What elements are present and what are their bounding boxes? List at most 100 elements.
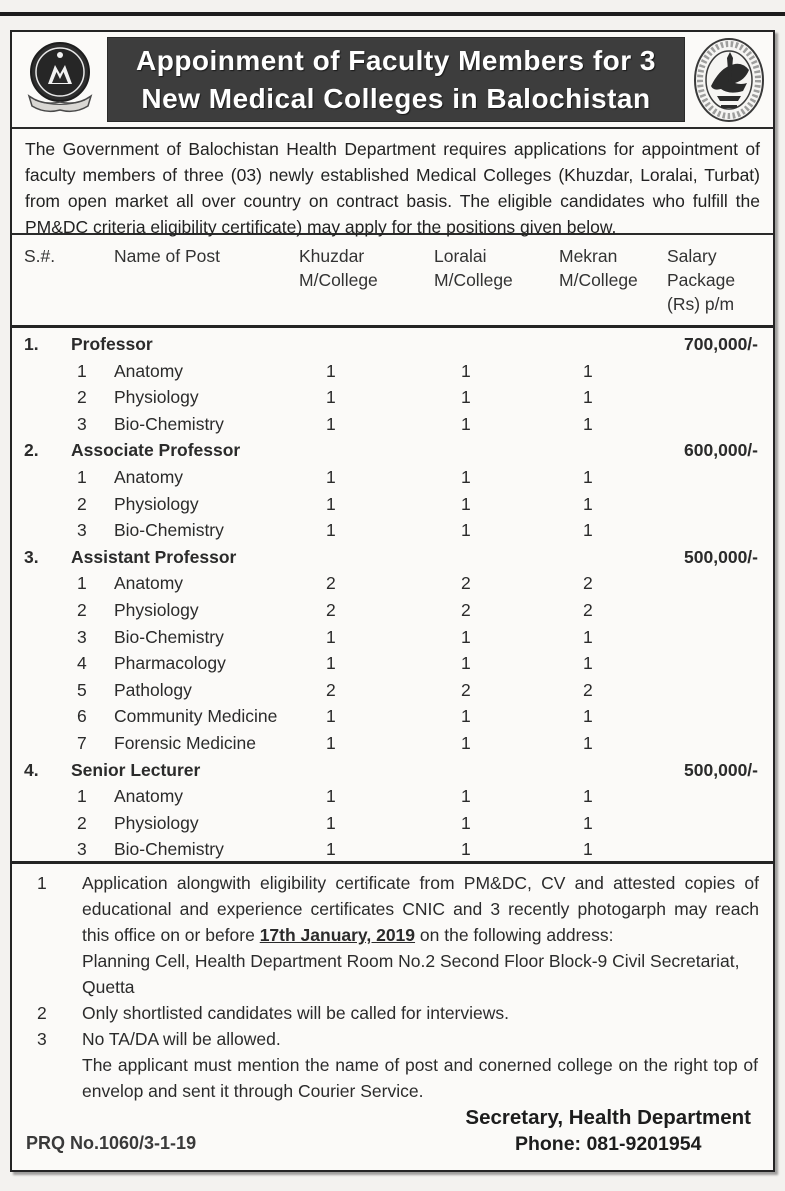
khuzdar-count: 1 <box>326 812 336 833</box>
notes-section: 1 Application alongwith eligibility cert… <box>12 864 773 1102</box>
row-post-name: Bio-Chemistry <box>114 520 224 541</box>
note-1: 1 Application alongwith eligibility cert… <box>25 870 759 948</box>
mekran-count: 1 <box>583 360 593 381</box>
row-number: 1 <box>77 573 87 594</box>
mekran-count: 2 <box>583 679 593 700</box>
medical-college-seal-icon <box>694 37 764 122</box>
ad-title-line1: Appoinment of Faculty Members for 3 <box>136 44 656 76</box>
khuzdar-count: 2 <box>326 573 336 594</box>
row-number: 3 <box>77 626 87 647</box>
loralai-count: 1 <box>461 520 471 541</box>
khuzdar-count: 1 <box>326 839 336 860</box>
table-row: 1 Anatomy 1 1 1 <box>12 358 773 385</box>
row-post-name: Anatomy <box>114 573 184 594</box>
ad-title-banner: Appoinment of Faculty Members for 3 New … <box>107 37 685 122</box>
table-row: 1 Anatomy 1 1 1 <box>12 783 773 810</box>
row-number: 2 <box>77 387 87 408</box>
row-post-name: Anatomy <box>114 360 184 381</box>
loralai-count: 1 <box>461 493 471 514</box>
table-row: 5 Pathology 2 2 2 <box>12 677 773 704</box>
section-title: Senior Lecturer <box>71 759 201 780</box>
intro-paragraph: The Government of Balochistan Health Dep… <box>12 129 773 237</box>
prq-reference-number: PRQ No.1060/3-1-19 <box>26 1133 197 1153</box>
note1-text-pre: Application alongwith eligibility certif… <box>82 873 759 945</box>
row-post-name: Anatomy <box>114 786 184 807</box>
table-row: 3 Bio-Chemistry 1 1 1 <box>12 624 773 651</box>
khuzdar-count: 2 <box>326 599 336 620</box>
section-salary: 600,000/- <box>684 440 758 461</box>
col-header-loralai: Loralai M/College <box>434 246 513 290</box>
table-row: 7 Forensic Medicine 1 1 1 <box>12 730 773 757</box>
section-salary: 500,000/- <box>684 546 758 567</box>
contact-phone: Phone: 081-9201954 <box>514 1133 702 1155</box>
khuzdar-count: 1 <box>326 626 336 647</box>
note-3: 3 No TA/DA will be allowed. <box>25 1026 759 1052</box>
loralai-count: 1 <box>461 812 471 833</box>
section-row-assistant-professor: 3. Assistant Professor 500,000/- <box>12 544 773 571</box>
note-number: 3 <box>37 1029 47 1049</box>
note1-text-post: on the following address: <box>415 925 614 945</box>
row-post-name: Forensic Medicine <box>114 732 256 753</box>
section-number: 1. <box>24 334 39 354</box>
table-row: 2 Physiology 1 1 1 <box>12 491 773 518</box>
row-post-name: Physiology <box>114 812 199 833</box>
mekran-count: 1 <box>583 413 593 434</box>
table-row: 2 Physiology 1 1 1 <box>12 810 773 837</box>
section-number: 3. <box>24 546 39 567</box>
khuzdar-count: 1 <box>326 413 336 434</box>
deadline-date: 17th January, 2019 <box>259 925 416 945</box>
note-number: 2 <box>37 1003 47 1023</box>
row-post-name: Physiology <box>114 599 199 620</box>
balochistan-crest-logo <box>12 38 107 122</box>
row-post-name: Community Medicine <box>114 706 278 727</box>
col-header-mekran: Mekran M/College <box>559 246 638 290</box>
newspaper-top-rule <box>0 12 785 16</box>
table-row: 3 Bio-Chemistry 1 1 1 <box>12 836 773 863</box>
row-number: 2 <box>77 812 87 833</box>
table-header: S.#. Name of Post Khuzdar M/College Lora… <box>12 235 773 328</box>
section-salary: 700,000/- <box>684 334 758 354</box>
loralai-count: 2 <box>461 679 471 700</box>
table-row: 6 Community Medicine 1 1 1 <box>12 703 773 730</box>
mekran-count: 1 <box>583 786 593 807</box>
loralai-count: 2 <box>461 573 471 594</box>
note-number: 1 <box>37 873 47 893</box>
row-number: 2 <box>77 599 87 620</box>
section-number: 2. <box>24 440 39 461</box>
mekran-count: 1 <box>583 493 593 514</box>
table-row: 3 Bio-Chemistry 1 1 1 <box>12 517 773 544</box>
loralai-count: 2 <box>461 599 471 620</box>
table-row: 1 Anatomy 2 2 2 <box>12 570 773 597</box>
loralai-count: 1 <box>461 413 471 434</box>
row-number: 6 <box>77 706 87 727</box>
row-number: 1 <box>77 466 87 487</box>
khuzdar-count: 1 <box>326 653 336 674</box>
application-address: Planning Cell, Health Department Room No… <box>82 951 740 997</box>
row-post-name: Pathology <box>114 679 192 700</box>
note-text: No TA/DA will be allowed. <box>82 1029 281 1049</box>
mekran-count: 1 <box>583 812 593 833</box>
mekran-count: 1 <box>583 520 593 541</box>
khuzdar-count: 1 <box>326 466 336 487</box>
section-number: 4. <box>24 759 39 780</box>
row-number: 3 <box>77 839 87 860</box>
khuzdar-count: 1 <box>326 786 336 807</box>
balochistan-crest-icon <box>27 41 92 112</box>
section-row-professor: 1. Professor 700,000/- <box>12 331 773 358</box>
col-header-khuzdar: Khuzdar M/College <box>299 246 378 290</box>
loralai-count: 1 <box>461 653 471 674</box>
row-post-name: Bio-Chemistry <box>114 413 224 434</box>
ad-footer: Secretary, Health Department Phone: 081-… <box>12 1102 773 1164</box>
row-number: 1 <box>77 360 87 381</box>
loralai-count: 1 <box>461 786 471 807</box>
note-2: 2 Only shortlisted candidates will be ca… <box>25 1000 759 1026</box>
row-number: 3 <box>77 413 87 434</box>
row-number: 2 <box>77 493 87 514</box>
loralai-count: 1 <box>461 626 471 647</box>
khuzdar-count: 1 <box>326 387 336 408</box>
mekran-count: 1 <box>583 387 593 408</box>
loralai-count: 1 <box>461 732 471 753</box>
table-row: 2 Physiology 2 2 2 <box>12 597 773 624</box>
mekran-count: 1 <box>583 653 593 674</box>
signatory-title: Secretary, Health Department <box>465 1106 751 1129</box>
